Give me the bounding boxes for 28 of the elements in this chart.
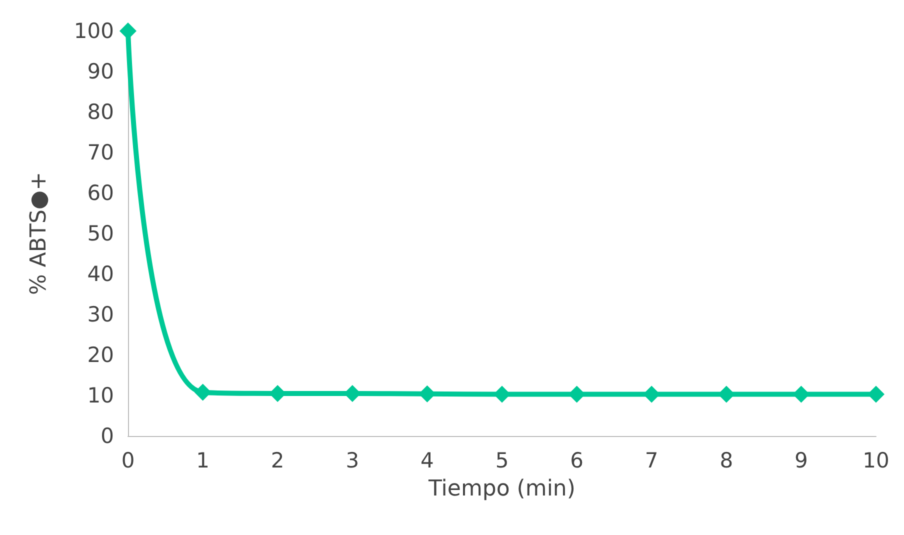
x-tick-label: 3 xyxy=(346,448,360,472)
y-tick-label: 70 xyxy=(87,140,114,164)
x-tick-label: 0 xyxy=(121,448,135,472)
x-tick-label: 2 xyxy=(270,448,284,472)
x-tick-label: 9 xyxy=(794,448,808,472)
x-tick-label: 5 xyxy=(495,448,509,472)
x-tick-label: 8 xyxy=(720,448,734,472)
y-axis-title: % ABTS●+ xyxy=(26,172,52,296)
point xyxy=(120,22,136,40)
point xyxy=(868,386,884,403)
x-tick-label: 7 xyxy=(644,448,658,472)
y-tick-label: 80 xyxy=(87,100,114,124)
y-tick-label: 100 xyxy=(74,19,114,43)
x-axis-title: Tiempo (min) xyxy=(428,476,576,502)
y-tick-label: 60 xyxy=(87,181,114,205)
point xyxy=(194,384,212,401)
x-tick-label: 4 xyxy=(420,448,434,472)
x-tick-label: 10 xyxy=(862,448,890,472)
y-tick-label: 90 xyxy=(87,60,114,84)
y-tick-label: 20 xyxy=(87,343,114,367)
x-tick-label: 6 xyxy=(570,448,584,472)
y-tick-label: 30 xyxy=(87,302,114,326)
y-tick-label: 50 xyxy=(87,222,114,246)
x-tick-label: 1 xyxy=(196,448,210,472)
point xyxy=(494,386,510,403)
y-tick-label: 0 xyxy=(100,424,114,448)
y-tick-label: 40 xyxy=(87,262,114,286)
y-tick-label: 10 xyxy=(87,384,114,408)
